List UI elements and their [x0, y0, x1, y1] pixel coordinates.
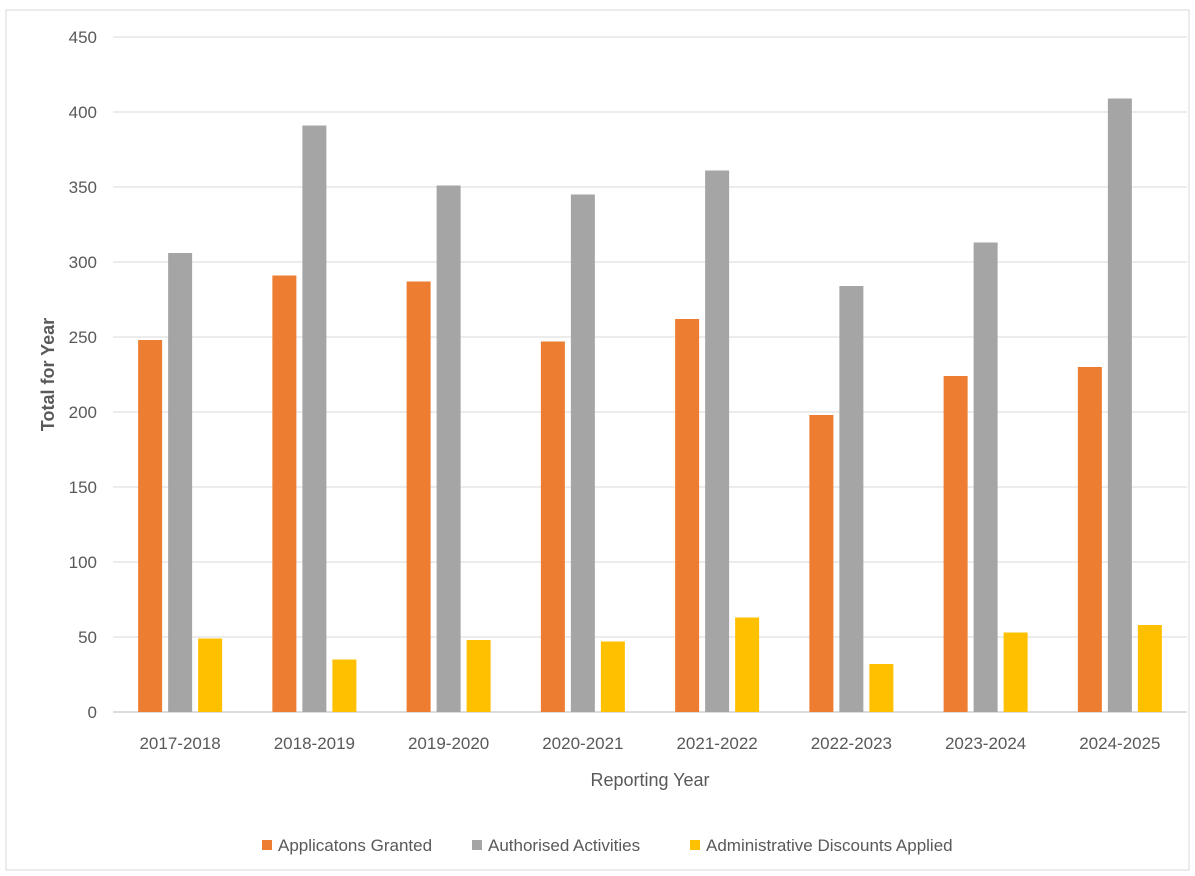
- bar-applicatons-granted: [944, 376, 968, 712]
- x-tick-label: 2023-2024: [945, 734, 1026, 753]
- y-tick-label: 450: [69, 28, 97, 47]
- y-tick-label: 350: [69, 178, 97, 197]
- x-axis-title: Reporting Year: [590, 770, 709, 790]
- bar-applicatons-granted: [138, 340, 162, 712]
- bar-authorised-activities: [1108, 99, 1132, 713]
- x-tick-label: 2020-2021: [542, 734, 623, 753]
- y-tick-label: 150: [69, 478, 97, 497]
- x-tick-label: 2024-2025: [1079, 734, 1160, 753]
- legend-label: Administrative Discounts Applied: [706, 836, 953, 855]
- bar-administrative-discounts-applied: [601, 642, 625, 713]
- bar-applicatons-granted: [407, 282, 431, 713]
- y-tick-label: 300: [69, 253, 97, 272]
- bar-authorised-activities: [839, 286, 863, 712]
- bar-authorised-activities: [571, 195, 595, 713]
- bar-applicatons-granted: [1078, 367, 1102, 712]
- bar-administrative-discounts-applied: [1004, 633, 1028, 713]
- bar-applicatons-granted: [809, 415, 833, 712]
- bar-administrative-discounts-applied: [735, 618, 759, 713]
- bar-administrative-discounts-applied: [869, 664, 893, 712]
- legend-swatch: [262, 840, 272, 850]
- bar-applicatons-granted: [675, 319, 699, 712]
- y-tick-label: 250: [69, 328, 97, 347]
- bar-authorised-activities: [705, 171, 729, 713]
- bar-administrative-discounts-applied: [198, 639, 222, 713]
- x-tick-label: 2018-2019: [274, 734, 355, 753]
- legend-swatch: [690, 840, 700, 850]
- bar-authorised-activities: [168, 253, 192, 712]
- legend: Applicatons Granted Authorised Activities…: [262, 836, 953, 855]
- legend-label: Authorised Activities: [488, 836, 640, 855]
- x-tick-label: 2021-2022: [676, 734, 757, 753]
- bar-administrative-discounts-applied: [467, 640, 491, 712]
- y-tick-label: 200: [69, 403, 97, 422]
- legend-swatch: [472, 840, 482, 850]
- y-tick-label: 0: [88, 703, 97, 722]
- bar-administrative-discounts-applied: [332, 660, 356, 713]
- legend-label: Applicatons Granted: [278, 836, 432, 855]
- x-tick-label: 2019-2020: [408, 734, 489, 753]
- x-tick-label: 2017-2018: [139, 734, 220, 753]
- bar-authorised-activities: [437, 186, 461, 713]
- y-axis-title: Total for Year: [38, 318, 58, 431]
- bar-authorised-activities: [974, 243, 998, 713]
- x-tick-label: 2022-2023: [811, 734, 892, 753]
- y-tick-label: 400: [69, 103, 97, 122]
- bar-applicatons-granted: [541, 342, 565, 713]
- y-tick-label: 50: [78, 628, 97, 647]
- bar-administrative-discounts-applied: [1138, 625, 1162, 712]
- y-tick-label: 100: [69, 553, 97, 572]
- bar-authorised-activities: [302, 126, 326, 713]
- bar-applicatons-granted: [272, 276, 296, 713]
